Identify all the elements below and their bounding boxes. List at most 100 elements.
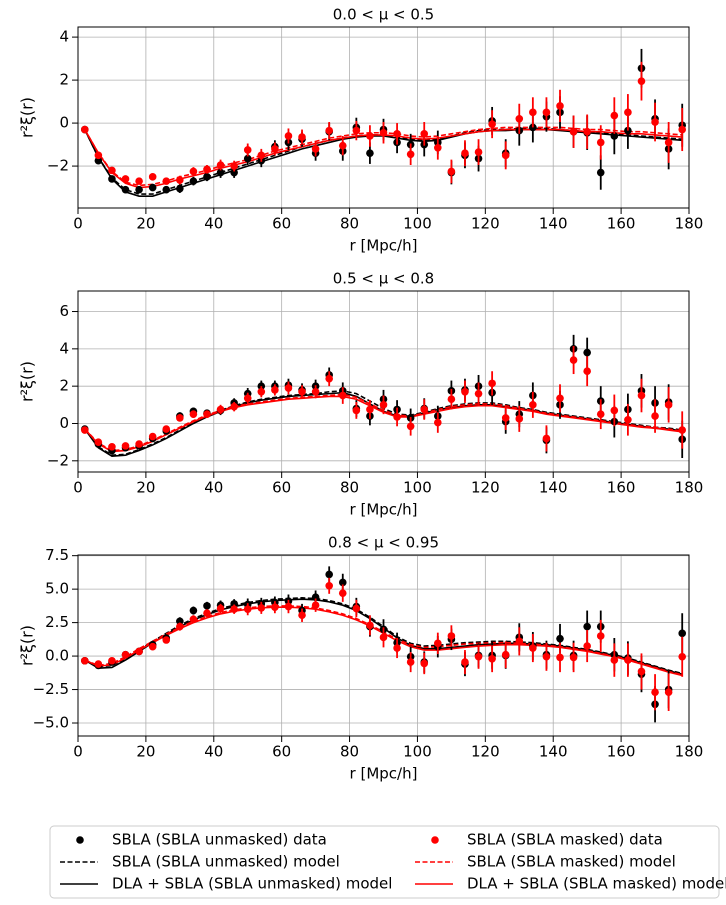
- x-tick-label: 120: [471, 215, 500, 233]
- data-point: [434, 639, 442, 648]
- data-point: [447, 632, 456, 640]
- data-point: [434, 418, 442, 427]
- data-point: [447, 167, 456, 176]
- data-point: [556, 394, 564, 403]
- data-point: [284, 602, 293, 611]
- data-point: [257, 387, 266, 396]
- data-point: [162, 185, 171, 194]
- x-tick-label: 140: [539, 743, 568, 761]
- data-point: [529, 401, 537, 409]
- data-point: [108, 166, 116, 175]
- data-point: [311, 601, 320, 610]
- data-point: [176, 176, 184, 184]
- data-point: [135, 185, 143, 194]
- data-point: [379, 401, 388, 409]
- data-point: [366, 621, 374, 630]
- data-point: [596, 632, 605, 640]
- x-tick-label: 0: [73, 479, 83, 497]
- data-point: [583, 348, 591, 357]
- data-point: [583, 622, 591, 631]
- data-point: [189, 177, 198, 185]
- data-point: [637, 77, 646, 85]
- data-point: [542, 652, 551, 661]
- data-point: [434, 144, 442, 152]
- data-point: [488, 379, 496, 388]
- data-point: [515, 415, 524, 423]
- x-tick-label: 80: [340, 479, 359, 497]
- x-tick-label: 20: [136, 479, 155, 497]
- data-point: [569, 127, 578, 136]
- data-point: [569, 653, 578, 662]
- data-point: [664, 138, 673, 147]
- data-point: [583, 367, 591, 376]
- data-point: [474, 652, 483, 661]
- x-axis-label: r [Mpc/h]: [350, 237, 418, 255]
- data-point: [678, 629, 687, 638]
- data-point: [624, 108, 632, 117]
- data-point: [501, 650, 510, 659]
- y-tick-label: −2.5: [33, 680, 69, 698]
- data-point: [203, 410, 211, 418]
- data-point: [148, 432, 157, 441]
- panel-title: 0.5 < μ < 0.8: [333, 270, 434, 288]
- data-point: [393, 413, 401, 421]
- y-tick-label: 0: [59, 414, 69, 432]
- data-point: [189, 410, 198, 418]
- data-point: [542, 434, 551, 443]
- data-point: [379, 128, 388, 137]
- data-point: [94, 660, 103, 668]
- data-point: [664, 401, 673, 409]
- data-point: [406, 658, 415, 666]
- y-tick-label: 0.0: [45, 647, 69, 665]
- legend-marker: [76, 836, 84, 844]
- data-point: [501, 151, 510, 160]
- data-point: [366, 405, 374, 414]
- axes-frame: [77, 290, 690, 473]
- legend-label: DLA + SBLA (SBLA masked) model: [467, 875, 726, 893]
- data-point: [148, 173, 157, 181]
- data-point: [379, 633, 388, 642]
- legend-label: DLA + SBLA (SBLA unmasked) model: [112, 875, 392, 893]
- data-point: [121, 185, 130, 194]
- x-tick-label: 40: [204, 215, 223, 233]
- y-tick-label: 2: [59, 377, 69, 395]
- data-point: [230, 605, 238, 614]
- data-point: [311, 593, 320, 601]
- panel: 0.5 < μ < 0.80 20 40 60 80 100 120 140 160 180−20…: [18, 270, 704, 519]
- data-point: [678, 652, 687, 661]
- data-point: [366, 132, 374, 140]
- data-point: [243, 605, 252, 614]
- data-point: [135, 177, 143, 185]
- x-tick-label: 80: [340, 743, 359, 761]
- data-point: [338, 578, 347, 587]
- axes-frame: [77, 554, 690, 737]
- data-point: [243, 394, 252, 403]
- x-tick-label: 20: [136, 215, 155, 233]
- data-point: [162, 636, 171, 644]
- data-point: [325, 581, 333, 590]
- data-point: [298, 133, 306, 141]
- data-point: [271, 603, 279, 612]
- data-point: [338, 141, 347, 150]
- data-point: [338, 391, 347, 400]
- data-point: [515, 637, 524, 646]
- data-point: [230, 168, 238, 177]
- data-point: [135, 647, 143, 656]
- x-tick-label: 120: [471, 743, 500, 761]
- x-tick-label: 40: [204, 479, 223, 497]
- data-point: [678, 125, 687, 134]
- data-point: [678, 426, 687, 434]
- data-point: [162, 177, 171, 185]
- x-tick-label: 160: [607, 215, 636, 233]
- data-point: [108, 443, 116, 451]
- y-tick-label: −5.0: [33, 714, 69, 732]
- data-point: [583, 127, 591, 136]
- data-point: [80, 125, 89, 134]
- x-tick-label: 60: [272, 215, 291, 233]
- x-tick-label: 140: [539, 479, 568, 497]
- x-tick-label: 40: [204, 743, 223, 761]
- y-axis-label: r²ξ(r): [18, 361, 37, 402]
- legend-label: SBLA (SBLA unmasked) model: [112, 853, 340, 871]
- data-point: [461, 658, 469, 666]
- data-point: [94, 156, 103, 165]
